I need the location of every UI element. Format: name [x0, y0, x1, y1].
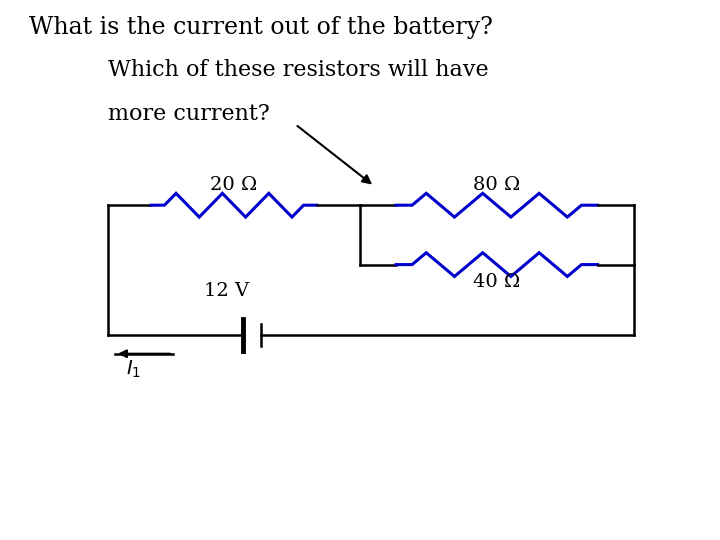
Text: more current?: more current?: [108, 103, 270, 125]
Text: 12 V: 12 V: [204, 282, 249, 300]
Text: What is the current out of the battery?: What is the current out of the battery?: [29, 16, 492, 39]
Text: Which of these resistors will have: Which of these resistors will have: [108, 59, 489, 82]
Text: $I_1$: $I_1$: [126, 359, 141, 380]
Text: 40 Ω: 40 Ω: [473, 273, 521, 291]
Text: 80 Ω: 80 Ω: [473, 177, 521, 194]
Text: 20 Ω: 20 Ω: [210, 177, 258, 194]
